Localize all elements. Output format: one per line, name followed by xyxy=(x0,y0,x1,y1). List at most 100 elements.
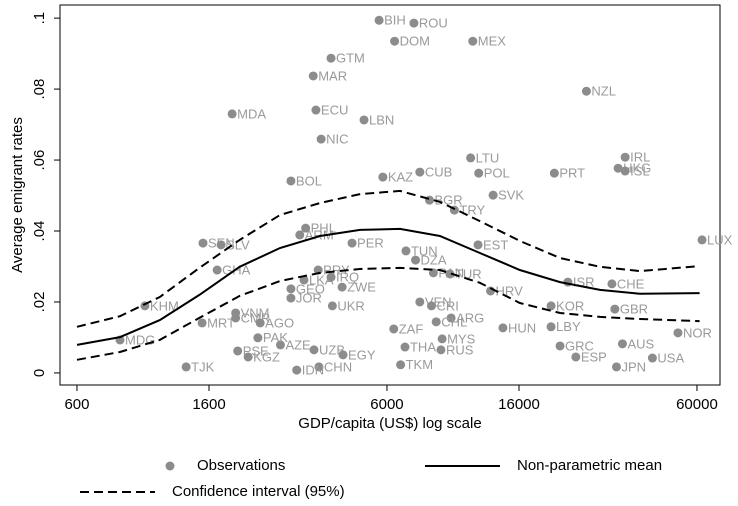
point xyxy=(338,350,348,360)
point-label: ESP xyxy=(581,349,607,364)
point xyxy=(620,166,630,176)
point xyxy=(286,284,296,294)
point-label: CUB xyxy=(425,165,452,180)
point xyxy=(216,240,226,250)
point-label: AGO xyxy=(265,315,294,330)
y-tick-label: .08 xyxy=(31,79,48,100)
y-axis-label: Average emigrant rates xyxy=(9,117,26,273)
point-label: KGZ xyxy=(253,349,280,364)
point-label: BOL xyxy=(296,173,322,188)
point xyxy=(326,272,336,282)
point-label: KOR xyxy=(556,298,584,313)
point-label: NOR xyxy=(683,325,712,340)
point xyxy=(308,71,318,81)
point xyxy=(549,168,559,178)
y-tick-label: 0 xyxy=(31,369,48,377)
y-tick-label: .06 xyxy=(31,150,48,171)
y-tick-label: .02 xyxy=(31,292,48,313)
point xyxy=(326,53,336,63)
point xyxy=(673,328,683,338)
point-label: GEO xyxy=(296,281,325,296)
point-label: LTU xyxy=(476,150,500,165)
x-tick-label: 1600 xyxy=(192,396,225,413)
point-label: TUR xyxy=(455,266,482,281)
point-label: ROU xyxy=(419,16,448,31)
point xyxy=(611,362,621,372)
point-label: LUX xyxy=(707,232,733,247)
legend-marker xyxy=(165,461,175,471)
point xyxy=(359,115,369,125)
point xyxy=(415,297,425,307)
point-label: ISL xyxy=(630,163,650,178)
x-tick-label: 60000 xyxy=(676,396,718,413)
point xyxy=(316,134,326,144)
point xyxy=(197,318,207,328)
point-label: AUS xyxy=(627,336,654,351)
point xyxy=(374,15,384,25)
point xyxy=(231,308,241,318)
point xyxy=(286,176,296,186)
point xyxy=(337,282,347,292)
line xyxy=(76,227,700,346)
point-label: DOM xyxy=(400,34,430,49)
point-label: MEX xyxy=(478,34,507,49)
point-label: HUN xyxy=(508,320,536,335)
point-label: EST xyxy=(483,237,508,252)
x-axis-label: GDP/capita (US$) log scale xyxy=(298,415,481,432)
point-label: POL xyxy=(484,166,510,181)
point xyxy=(295,230,305,240)
point-label: ZAF xyxy=(399,321,424,336)
point-label: ARG xyxy=(456,310,484,325)
point-label: SVK xyxy=(498,188,524,203)
point-label: PER xyxy=(357,236,384,251)
point xyxy=(446,313,456,323)
point xyxy=(498,323,508,333)
legend-label: Observations xyxy=(197,457,285,474)
point-label: RUS xyxy=(446,342,474,357)
point xyxy=(292,365,302,375)
point xyxy=(347,238,357,248)
plot-frame xyxy=(59,4,721,386)
point xyxy=(378,172,388,182)
point-label: MYS xyxy=(447,331,476,346)
x-tick-label: 16000 xyxy=(498,396,540,413)
point xyxy=(468,36,478,46)
point-label: BIH xyxy=(384,13,406,28)
point xyxy=(428,268,438,278)
point-label: PRT xyxy=(559,166,585,181)
point xyxy=(571,352,581,362)
point-label: KAZ xyxy=(388,170,413,185)
point xyxy=(697,235,707,245)
point-label: KHM xyxy=(150,298,179,313)
point-label: TKM xyxy=(406,357,433,372)
point-label: CHE xyxy=(617,276,645,291)
point xyxy=(473,240,483,250)
point xyxy=(431,317,441,327)
point-label: NIC xyxy=(326,132,348,147)
legend-label: Confidence interval (95%) xyxy=(172,483,345,500)
point xyxy=(466,153,476,163)
point-label: ZWE xyxy=(347,280,376,295)
point xyxy=(445,269,455,279)
point-label: BGR xyxy=(435,193,463,208)
point-label: DZA xyxy=(421,253,447,268)
point-label: USA xyxy=(657,350,684,365)
point-label: MDA xyxy=(237,106,266,121)
point-label: AZE xyxy=(285,337,311,352)
point-label: VNM xyxy=(241,305,270,320)
point xyxy=(311,105,321,115)
point xyxy=(613,163,623,173)
point-label: JOR xyxy=(296,291,322,306)
point-label: TRY xyxy=(459,203,485,218)
point xyxy=(396,360,406,370)
point xyxy=(436,345,446,355)
line xyxy=(76,189,700,328)
y-tick-label: .04 xyxy=(31,221,48,242)
point xyxy=(426,301,436,311)
x-tick-label: 6000 xyxy=(370,396,403,413)
point-label: IRL xyxy=(630,150,650,165)
point xyxy=(415,167,425,177)
point xyxy=(474,168,484,178)
point-label: HRV xyxy=(496,283,524,298)
